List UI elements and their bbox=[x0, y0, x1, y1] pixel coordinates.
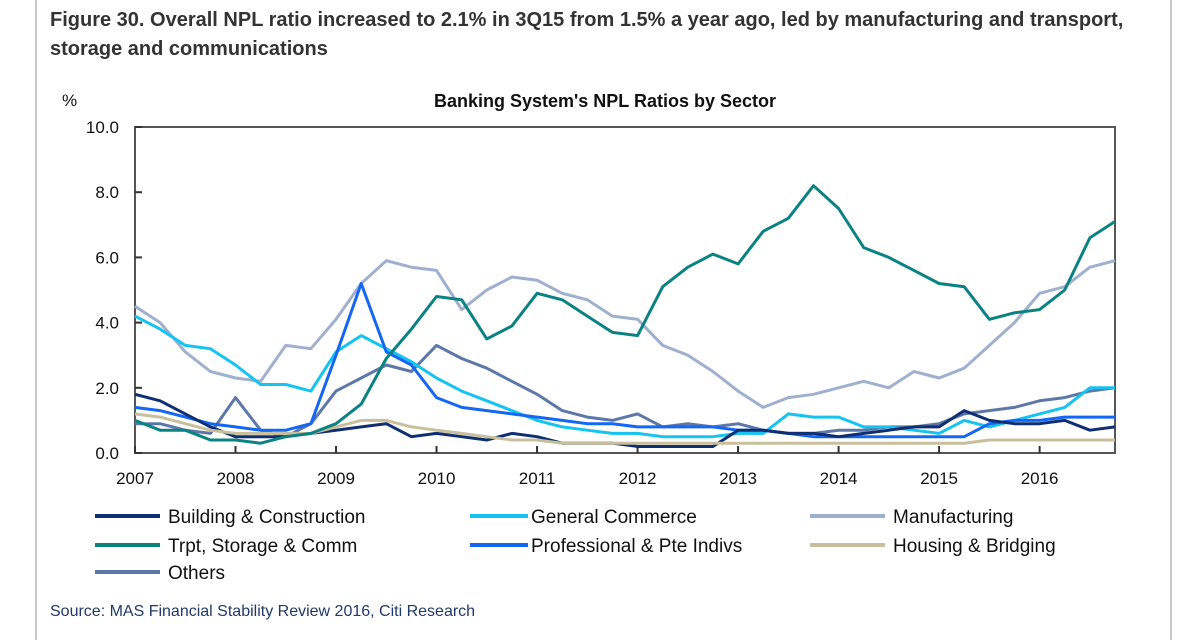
legend-item: Housing & Bridging bbox=[810, 536, 1056, 557]
x-tick-label: 2016 bbox=[1021, 469, 1059, 488]
source-note: Source: MAS Financial Stability Review 2… bbox=[50, 603, 476, 620]
legend-label: General Commerce bbox=[531, 507, 697, 528]
figure-frame bbox=[35, 0, 1172, 640]
y-tick-label: 4.0 bbox=[95, 314, 119, 333]
y-tick-label: 2.0 bbox=[95, 379, 119, 398]
y-tick-label: 6.0 bbox=[95, 248, 119, 267]
legend-label: Professional & Pte Indivs bbox=[531, 536, 742, 557]
legend-item: Manufacturing bbox=[810, 507, 1013, 528]
x-tick-label: 2015 bbox=[920, 469, 958, 488]
series-line-professional-pte-indivs bbox=[134, 282, 1115, 439]
x-tick-label: 2014 bbox=[820, 469, 858, 488]
figure-title: Figure 30. Overall NPL ratio increased t… bbox=[50, 9, 1124, 60]
chart-title: Banking System's NPL Ratios by Sector bbox=[434, 91, 776, 111]
plot-frame bbox=[134, 126, 1116, 454]
y-tick-label: 10.0 bbox=[86, 118, 119, 137]
y-tick-label: 8.0 bbox=[95, 183, 119, 202]
x-tick-label: 2007 bbox=[116, 469, 154, 488]
series-line-housing-bridging bbox=[134, 412, 1115, 445]
legend-item: Others bbox=[95, 563, 225, 584]
y-axis-label: % bbox=[62, 91, 77, 110]
series-line-general-commerce bbox=[134, 314, 1115, 439]
series-line-trpt-storage-comm bbox=[134, 184, 1116, 445]
legend-label: Others bbox=[168, 563, 225, 584]
legend-label: Building & Construction bbox=[168, 507, 366, 528]
legend-label: Housing & Bridging bbox=[893, 536, 1056, 557]
x-tick-label: 2010 bbox=[418, 469, 456, 488]
legend-item: General Commerce bbox=[470, 507, 697, 528]
x-tick-label: 2009 bbox=[317, 469, 355, 488]
y-tick-label: 0.0 bbox=[95, 444, 119, 463]
legend-item: Building & Construction bbox=[95, 507, 366, 528]
x-tick-label: 2008 bbox=[217, 469, 255, 488]
x-tick-label: 2011 bbox=[519, 469, 556, 488]
x-tick-label: 2012 bbox=[619, 469, 657, 488]
legend-item: Professional & Pte Indivs bbox=[470, 536, 742, 557]
legend-item: Trpt, Storage & Comm bbox=[95, 536, 357, 557]
legend-label: Manufacturing bbox=[893, 507, 1013, 528]
legend-label: Trpt, Storage & Comm bbox=[168, 536, 357, 557]
x-tick-label: 2013 bbox=[719, 469, 757, 488]
series-line-manufacturing bbox=[134, 259, 1116, 409]
series-line-others bbox=[135, 343, 1116, 439]
